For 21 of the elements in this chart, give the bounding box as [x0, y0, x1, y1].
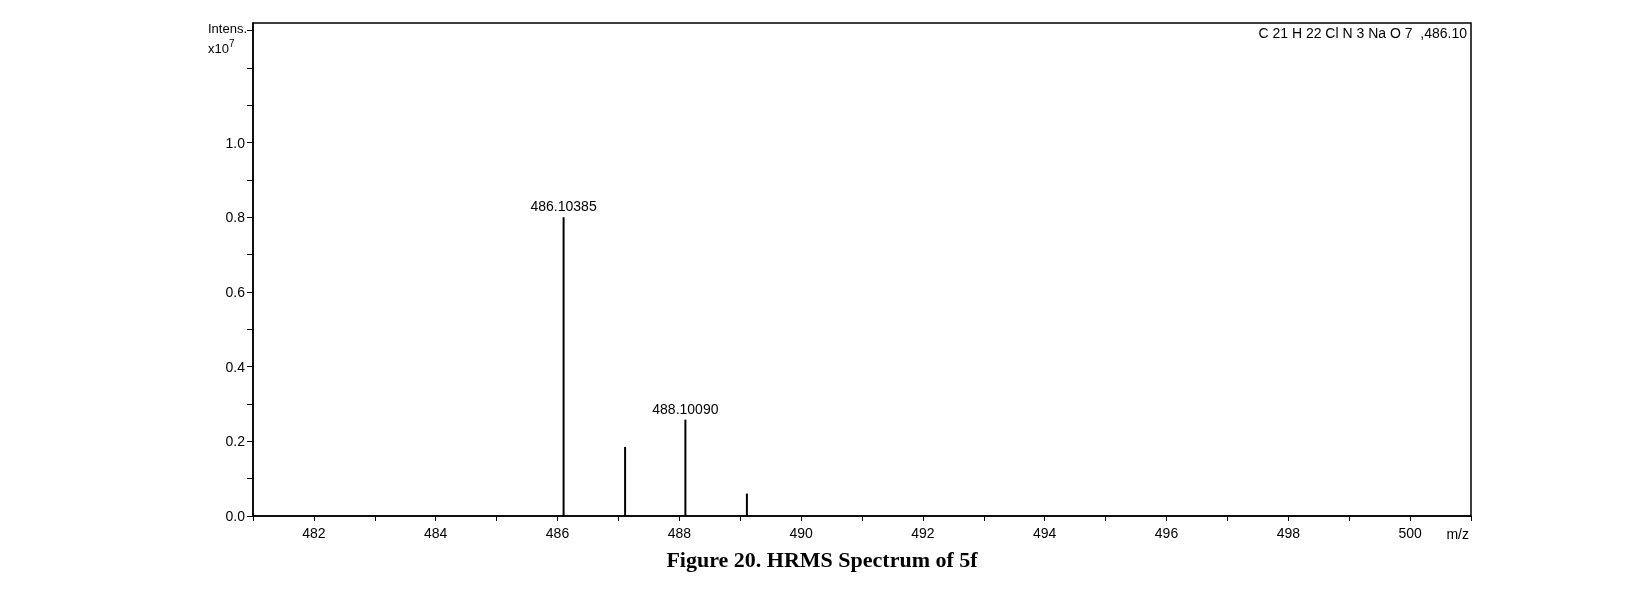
- y-tick-label: 0.4: [225, 358, 246, 375]
- x-axis-title: m/z: [1446, 526, 1470, 542]
- y-tick-label: 0.6: [225, 283, 246, 300]
- annotation: 486.10385: [530, 198, 597, 215]
- x-tick-label: 484: [424, 525, 448, 541]
- x-tick-label: 492: [911, 525, 935, 541]
- annotation: C 21 H 22 Cl N 3 Na O 7 ,486.10: [1258, 25, 1468, 41]
- y-tick-label: 0.2: [225, 433, 246, 450]
- x-tick-label: 488: [667, 525, 692, 541]
- text: Figure 20. HRMS Spectrum of 5f: [666, 546, 979, 572]
- x-tick-label: 496: [1154, 525, 1179, 541]
- annotation: 488.10090: [652, 400, 719, 417]
- x-tick-label: 490: [789, 525, 813, 541]
- x-tick-label: 482: [302, 525, 326, 541]
- y-tick-label: 0.8: [225, 209, 246, 226]
- x-tick-label: 500: [1398, 525, 1422, 541]
- y-tick-label: 0.0: [225, 508, 246, 524]
- x-tick-label: 486: [545, 525, 570, 541]
- x-tick-label: 498: [1276, 525, 1301, 541]
- y-tick-label: 1.0: [225, 134, 246, 151]
- x-tick-label: 494: [1033, 525, 1057, 541]
